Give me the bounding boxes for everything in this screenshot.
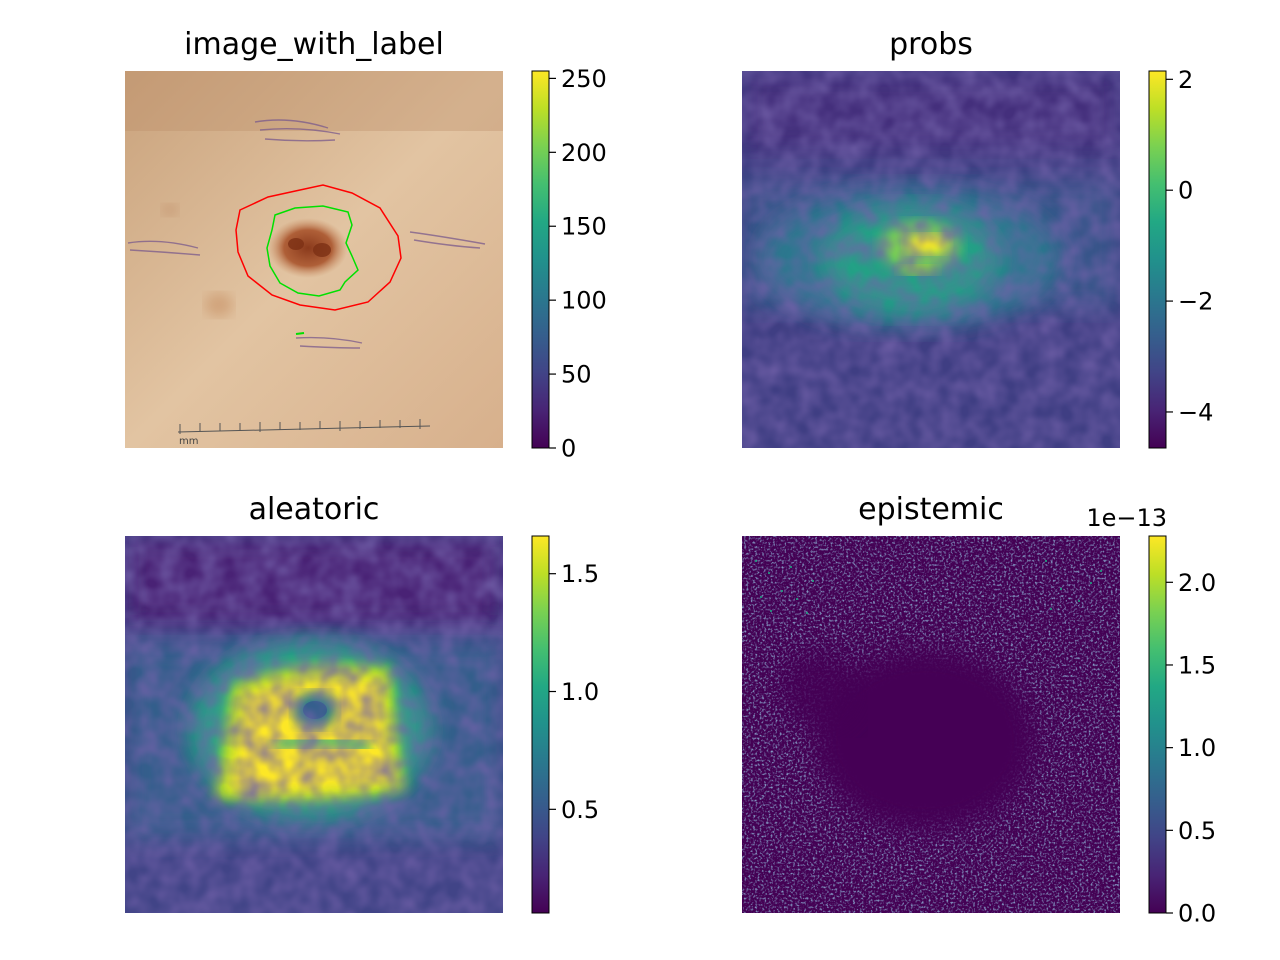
colorbar-gradient bbox=[531, 70, 550, 449]
colorbar-tick-label: 1.5 bbox=[1178, 651, 1216, 679]
colorbar-offset-label: 1e−13 bbox=[1086, 504, 1167, 532]
panel-epistemic: epistemic 0.0 0.5 1.0 1.5 2.0 1e−13 bbox=[742, 492, 1216, 928]
ruler bbox=[177, 419, 431, 434]
panel-title: image_with_label bbox=[184, 27, 444, 62]
heatmap-image bbox=[125, 536, 503, 913]
colorbar-tick-label: 250 bbox=[561, 65, 607, 93]
ruler-label: mm bbox=[179, 436, 198, 447]
colorbar: 0.0 0.5 1.0 1.5 2.0 1e−13 bbox=[1086, 504, 1216, 928]
label-contour-green bbox=[266, 205, 359, 297]
label-contour-red bbox=[235, 184, 402, 311]
colorbar-tick-label: 1.0 bbox=[561, 678, 599, 706]
colorbar: 0 50 100 150 200 250 bbox=[531, 65, 607, 463]
colorbar-tick-label: 50 bbox=[561, 361, 592, 389]
dermoscopy-image: mm bbox=[125, 71, 503, 448]
panel-title: epistemic bbox=[858, 492, 1004, 527]
colorbar-tick-label: 2.0 bbox=[1178, 569, 1216, 597]
panel-image-with-label: image_with_label bbox=[125, 27, 607, 463]
colorbar-tick-label: −4 bbox=[1178, 398, 1213, 426]
colorbar-tick-label: 0 bbox=[561, 435, 576, 463]
panel-title: probs bbox=[889, 27, 973, 62]
colorbar-tick-label: −2 bbox=[1178, 288, 1213, 316]
colorbar-tick-label: 1.0 bbox=[1178, 734, 1216, 762]
heatmap-image bbox=[742, 71, 1120, 448]
heatmap-image bbox=[742, 536, 1120, 913]
colorbar-tick-label: 150 bbox=[561, 213, 607, 241]
colorbar-tick-label: 100 bbox=[561, 287, 607, 315]
colorbar-gradient bbox=[1148, 70, 1167, 449]
panel-title: aleatoric bbox=[249, 492, 380, 527]
colorbar: −4 −2 0 2 bbox=[1148, 66, 1213, 449]
colorbar-tick-label: 0 bbox=[1178, 177, 1193, 205]
colorbar-gradient bbox=[1148, 535, 1167, 914]
colorbar-tick-label: 0.5 bbox=[1178, 817, 1216, 845]
label-contour-speck bbox=[295, 332, 305, 335]
panel-probs: probs −4 −2 0 2 bbox=[742, 27, 1213, 449]
colorbar: 0.5 1.0 1.5 bbox=[531, 535, 599, 914]
colorbar-tick-label: 2 bbox=[1178, 66, 1193, 94]
colorbar-tick-label: 200 bbox=[561, 139, 607, 167]
panel-aleatoric: aleatoric 0.5 1.0 1.5 bbox=[125, 492, 599, 914]
colorbar-tick-label: 0.0 bbox=[1178, 900, 1216, 928]
colorbar-tick-label: 0.5 bbox=[561, 796, 599, 824]
colorbar-gradient bbox=[531, 535, 550, 914]
noise-speckles bbox=[755, 560, 1102, 614]
colorbar-tick-label: 1.5 bbox=[561, 560, 599, 588]
